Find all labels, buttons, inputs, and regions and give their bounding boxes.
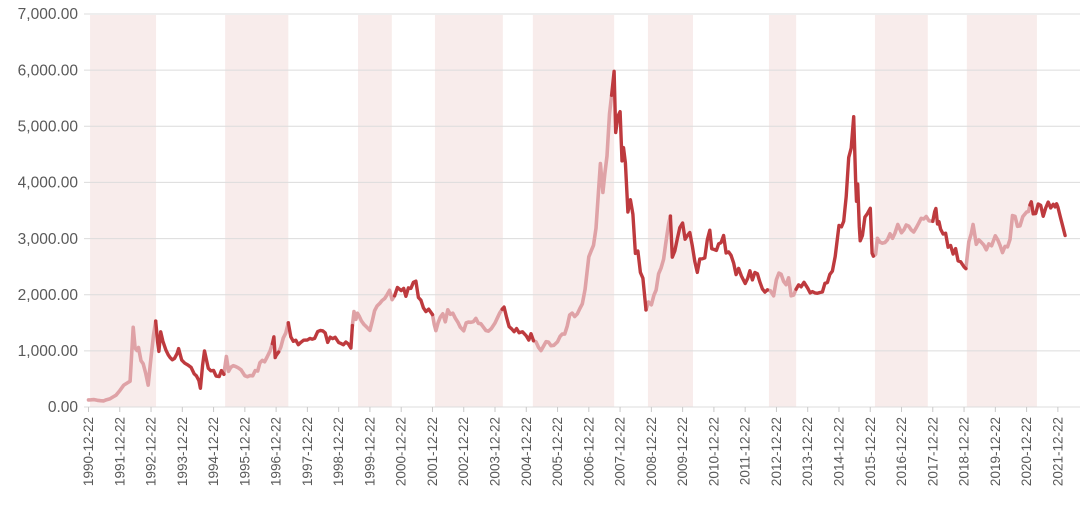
x-axis-label: 2002-12-22 — [456, 417, 471, 486]
price-line-segment-light — [531, 93, 614, 353]
price-line-segment-dark — [1028, 200, 1067, 238]
x-axis-label: 2005-12-22 — [550, 417, 565, 486]
price-line-segment-light — [644, 214, 673, 312]
x-axis-label: 1993-12-22 — [175, 417, 190, 486]
x-axis-label: 2019-12-22 — [988, 417, 1003, 486]
y-axis-label: 6,000.00 — [18, 62, 79, 79]
x-axis-label: 2003-12-22 — [488, 417, 503, 486]
x-axis-label: 1994-12-22 — [206, 417, 221, 486]
price-line-segment-light — [430, 307, 504, 333]
price-line-segment-light — [871, 214, 935, 258]
price-line-segment-light — [350, 288, 397, 333]
price-line-segment-light — [964, 203, 1032, 271]
x-axis-label: 2011-12-22 — [738, 417, 753, 485]
x-axis-label: 2015-12-22 — [863, 417, 878, 486]
x-axis-label: 2009-12-22 — [675, 417, 690, 486]
price-line-segment-dark — [392, 279, 435, 317]
shaded-band — [768, 15, 797, 407]
x-axis-label: 1992-12-22 — [144, 417, 159, 486]
x-axis-label: 2008-12-22 — [644, 417, 659, 486]
y-axis-label: 2,000.00 — [18, 287, 79, 304]
x-axis-label: 2014-12-22 — [831, 417, 846, 486]
shaded-band — [358, 15, 392, 407]
y-axis-label: 1,000.00 — [18, 343, 79, 360]
y-axis-label: 0.00 — [48, 399, 79, 416]
price-line-segment-light — [86, 319, 158, 403]
y-axis-label: 4,000.00 — [18, 175, 79, 192]
y-axis-label: 5,000.00 — [18, 118, 79, 135]
price-line-segment-dark — [931, 206, 968, 271]
x-axis-label: 2018-12-22 — [957, 417, 972, 486]
x-axis-label: 2021-12-22 — [1050, 417, 1065, 486]
x-axis-label: 2007-12-22 — [613, 417, 628, 486]
price-line-segment-light — [765, 271, 798, 298]
price-line-segment-dark — [668, 214, 770, 294]
y-axis-label: 3,000.00 — [18, 231, 79, 248]
x-axis-label: 1997-12-22 — [300, 417, 315, 486]
x-axis-label: 1995-12-22 — [237, 417, 252, 486]
price-line-segment-dark — [286, 321, 355, 350]
price-line-segment-dark — [500, 305, 536, 343]
x-axis-label: 2004-12-22 — [519, 417, 534, 486]
price-line-segment-dark — [609, 69, 648, 312]
x-axis-label: 2006-12-22 — [581, 417, 596, 486]
shaded-band — [225, 15, 289, 407]
x-axis-label: 1991-12-22 — [112, 417, 127, 486]
y-axis-label: 7,000.00 — [18, 6, 79, 23]
x-axis-label: 1990-12-22 — [81, 417, 96, 486]
x-axis-label: 1998-12-22 — [331, 417, 346, 486]
x-axis-label: 2001-12-22 — [425, 417, 440, 486]
shaded-band — [434, 15, 503, 407]
price-line-segment-light — [276, 321, 291, 354]
x-axis-label: 2012-12-22 — [769, 417, 784, 486]
shaded-band — [647, 15, 693, 407]
x-axis-label: 2020-12-22 — [1019, 417, 1034, 486]
x-axis-label: 2000-12-22 — [394, 417, 409, 486]
shaded-band — [532, 15, 615, 407]
price-line-segment-light — [222, 341, 275, 379]
price-line-segment-dark — [154, 319, 226, 390]
shaded-band — [874, 15, 928, 407]
x-axis-label: 1999-12-22 — [362, 417, 377, 486]
x-axis-label: 2016-12-22 — [894, 417, 909, 486]
x-axis-label: 2010-12-22 — [706, 417, 721, 486]
shaded-band — [90, 15, 157, 407]
x-axis-label: 2013-12-22 — [800, 417, 815, 486]
price-line-segment-dark — [794, 115, 876, 295]
x-axis-label: 1996-12-22 — [269, 417, 284, 486]
x-axis-label: 2017-12-22 — [925, 417, 940, 486]
price-line-segment-dark — [270, 335, 281, 360]
